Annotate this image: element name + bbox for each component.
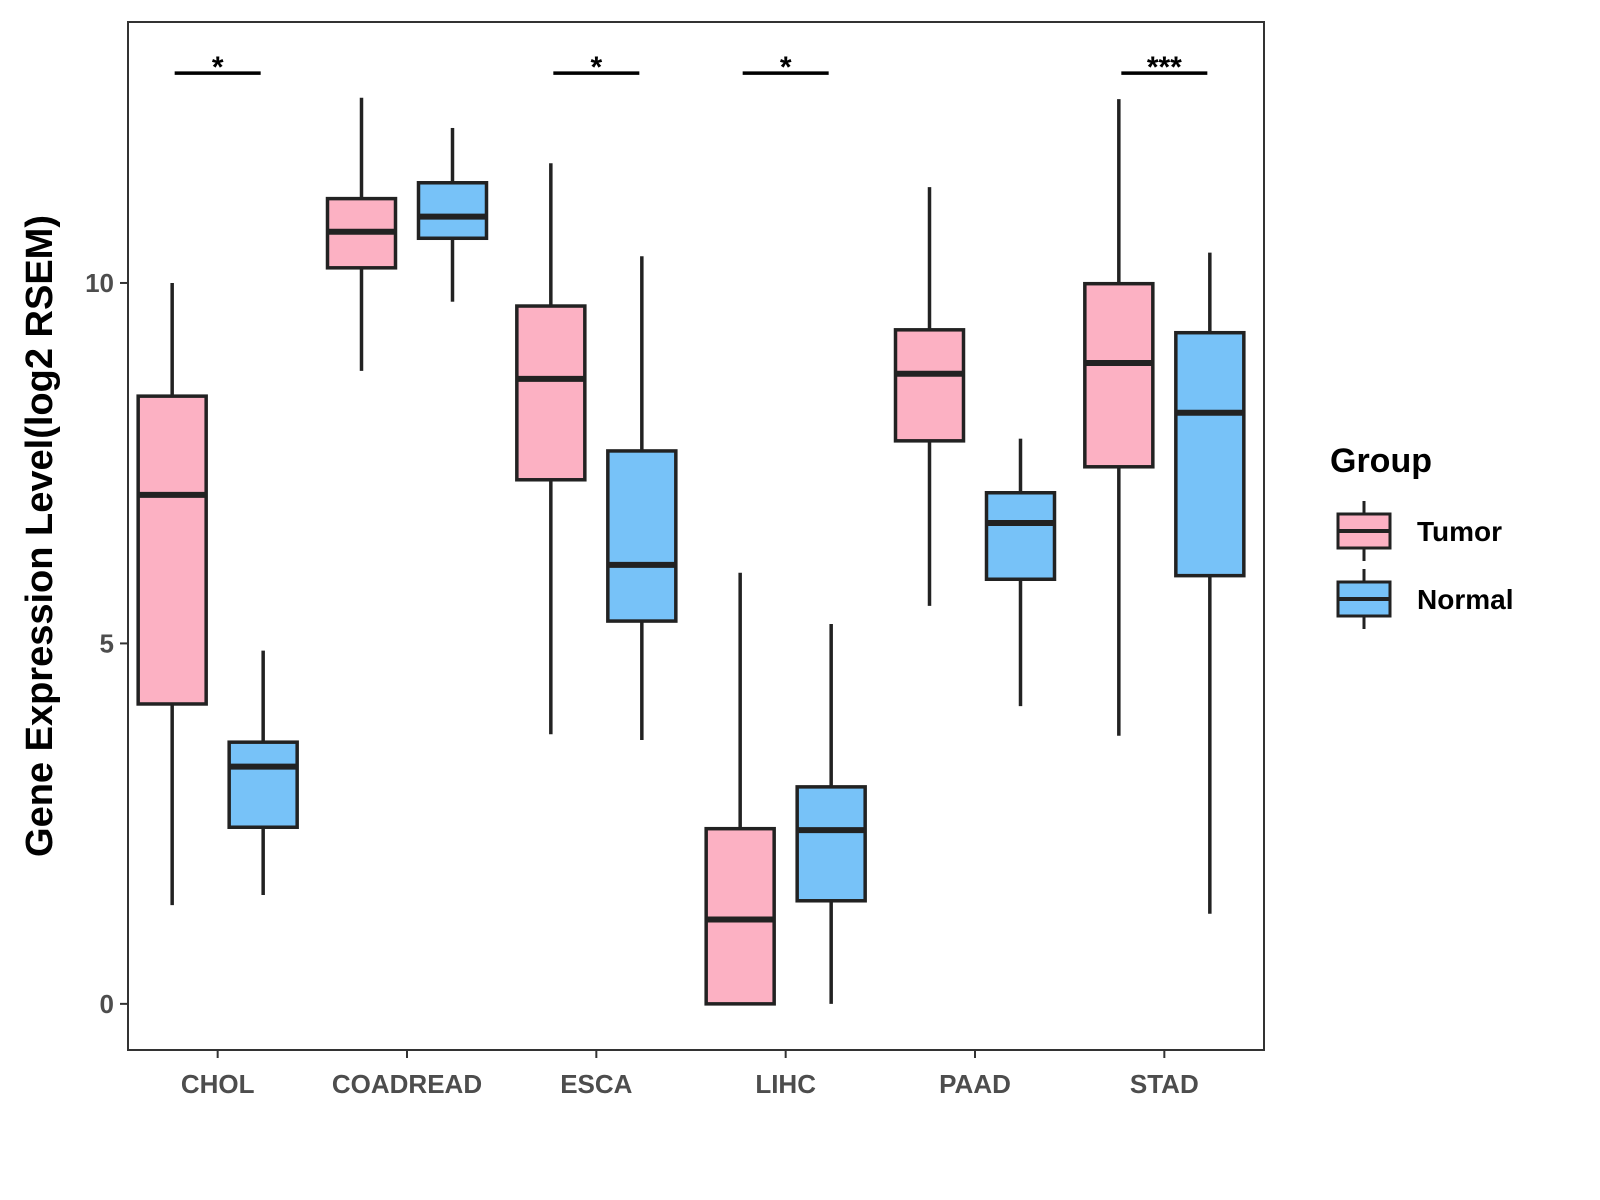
box-normal-chol xyxy=(227,650,299,896)
box-normal-paad xyxy=(984,438,1057,707)
y-tick-label: 0 xyxy=(100,989,114,1019)
box-iqr xyxy=(704,826,776,1006)
significance-label: * xyxy=(212,51,224,84)
x-tick-label: COADREAD xyxy=(332,1069,482,1099)
box-tumor-coadread xyxy=(325,97,398,371)
box-tumor-paad xyxy=(893,187,966,606)
box-iqr xyxy=(1083,281,1155,469)
x-tick-label: ESCA xyxy=(560,1069,632,1099)
box-iqr xyxy=(606,449,678,623)
box-iqr xyxy=(984,490,1057,582)
legend-label: Normal xyxy=(1417,584,1513,615)
x-tick-label: STAD xyxy=(1130,1069,1199,1099)
y-tick-label: 10 xyxy=(85,268,114,298)
box-normal-esca xyxy=(606,256,678,741)
legend-item-normal: Normal xyxy=(1336,569,1513,629)
box-iqr xyxy=(136,394,208,706)
legend-item-tumor: Tumor xyxy=(1336,501,1502,561)
box-tumor-esca xyxy=(515,163,587,735)
box-normal-stad xyxy=(1174,252,1246,914)
x-tick-label: CHOL xyxy=(181,1069,255,1099)
significance-label: * xyxy=(780,51,792,84)
panel-border xyxy=(127,21,1265,1051)
box-tumor-chol xyxy=(136,282,208,906)
legend-label: Tumor xyxy=(1417,516,1502,547)
box-iqr xyxy=(795,785,867,903)
x-tick-label: LIHC xyxy=(755,1069,816,1099)
box-iqr xyxy=(1174,330,1246,578)
box-iqr xyxy=(227,740,299,829)
legend-title: Group xyxy=(1330,442,1432,480)
box-iqr xyxy=(416,181,489,241)
box-normal-lihc xyxy=(795,623,867,1004)
box-tumor-lihc xyxy=(704,572,776,1006)
box-normal-coadread xyxy=(416,127,489,302)
box-tumor-stad xyxy=(1083,99,1155,736)
significance-label: *** xyxy=(1147,51,1182,84)
legend: Group Tumor Normal xyxy=(1330,442,1513,629)
y-tick-label: 5 xyxy=(100,628,114,658)
significance-label: * xyxy=(590,51,602,84)
box-iqr xyxy=(515,304,587,482)
y-axis-title: Gene Expression Level(log2 RSEM) xyxy=(19,215,61,857)
box-iqr xyxy=(893,328,966,443)
x-tick-label: PAAD xyxy=(939,1069,1011,1099)
